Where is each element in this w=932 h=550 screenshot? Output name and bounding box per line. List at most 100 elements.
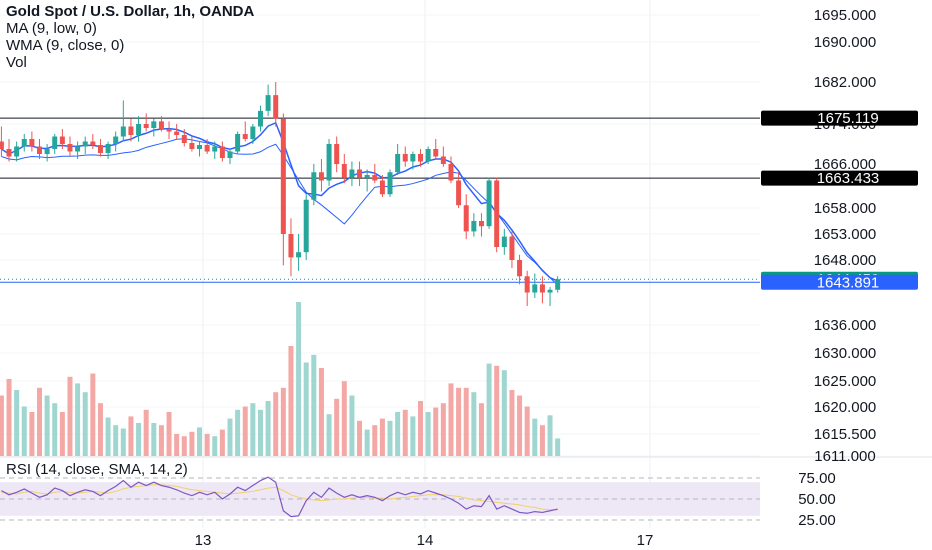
volume-bar bbox=[349, 395, 355, 456]
candle bbox=[318, 172, 324, 181]
candle bbox=[44, 149, 50, 154]
candle bbox=[0, 141, 4, 149]
rsi-legend: RSI (14, close, SMA, 14, 2) bbox=[6, 461, 188, 478]
volume-bar bbox=[97, 403, 103, 456]
candle bbox=[334, 144, 340, 164]
volume-bar bbox=[555, 438, 561, 456]
volume-bar bbox=[128, 416, 134, 456]
price-label-box bbox=[761, 110, 918, 126]
candle bbox=[341, 164, 347, 178]
ma-legend: MA (9, low, 0) bbox=[6, 20, 97, 37]
rsi-tick-label: 75.00 bbox=[798, 470, 836, 487]
candle bbox=[21, 139, 27, 147]
volume-bar bbox=[379, 418, 385, 456]
volume-bar bbox=[273, 392, 279, 456]
price-tick-label: 1690.000 bbox=[814, 34, 877, 51]
candle bbox=[82, 141, 88, 147]
volume-bar bbox=[524, 406, 530, 456]
volume-bar bbox=[197, 427, 203, 456]
candle bbox=[75, 146, 81, 152]
candle bbox=[379, 180, 385, 195]
price-label-text: 1663.433 bbox=[817, 170, 880, 187]
candle bbox=[387, 172, 393, 195]
price-label-box bbox=[761, 170, 918, 186]
volume-bar bbox=[372, 425, 378, 456]
time-tick-label: 13 bbox=[195, 532, 212, 549]
volume-bar bbox=[303, 362, 309, 456]
volume-bar bbox=[433, 407, 439, 456]
candle bbox=[280, 118, 286, 234]
volume-bar bbox=[341, 381, 347, 456]
volume-bar bbox=[189, 431, 195, 456]
candle bbox=[288, 234, 294, 258]
volume-bar bbox=[90, 373, 96, 456]
volume-bar bbox=[235, 409, 241, 456]
ma-line bbox=[1, 138, 559, 286]
volume-bar bbox=[357, 420, 363, 456]
volume-bar bbox=[82, 392, 88, 456]
volume-bar bbox=[456, 387, 462, 456]
candle bbox=[471, 221, 477, 232]
candle bbox=[372, 175, 378, 181]
volume-bar bbox=[212, 436, 218, 456]
candle bbox=[433, 149, 439, 157]
time-tick-label: 14 bbox=[417, 532, 434, 549]
candle bbox=[158, 121, 164, 129]
volume-bar bbox=[471, 392, 477, 456]
candle bbox=[524, 276, 530, 293]
volume-bar bbox=[136, 423, 142, 456]
volume-bar bbox=[326, 414, 332, 456]
candle bbox=[486, 180, 492, 227]
price-tick-label: 1658.000 bbox=[814, 200, 877, 217]
candle bbox=[166, 129, 172, 132]
price-tick-label: 1695.000 bbox=[814, 7, 877, 24]
volume-bar bbox=[410, 416, 416, 456]
wma-legend: WMA (9, close, 0) bbox=[6, 37, 125, 54]
volume-bar bbox=[440, 403, 446, 456]
candle bbox=[303, 199, 309, 253]
volume-bar bbox=[448, 383, 454, 456]
time-tick-label: 17 bbox=[637, 532, 654, 549]
candle bbox=[501, 236, 507, 247]
volume-bar bbox=[547, 415, 553, 456]
candle bbox=[128, 126, 134, 135]
volume-bar bbox=[105, 417, 111, 456]
volume-bar bbox=[517, 395, 523, 456]
volume-bar bbox=[242, 406, 248, 456]
candle bbox=[181, 135, 187, 143]
candle bbox=[440, 156, 446, 164]
candle bbox=[357, 169, 363, 178]
candle bbox=[242, 134, 248, 139]
candle bbox=[151, 121, 157, 128]
volume-bar bbox=[158, 425, 164, 456]
volume-bar bbox=[143, 409, 149, 456]
candle bbox=[494, 180, 500, 247]
volume-bar bbox=[227, 418, 233, 456]
volume-bar bbox=[539, 425, 545, 456]
candle bbox=[273, 95, 279, 119]
candle bbox=[448, 164, 454, 181]
volume-bar bbox=[174, 434, 180, 456]
volume-bar bbox=[120, 428, 126, 456]
volume-bar bbox=[204, 434, 210, 456]
volume-bar bbox=[501, 370, 507, 456]
price-tick-label: 1615.500 bbox=[814, 426, 877, 443]
candle bbox=[296, 252, 302, 258]
volume-bar bbox=[257, 409, 263, 456]
candle bbox=[143, 124, 149, 128]
volume-bar bbox=[425, 412, 431, 456]
wma-line bbox=[0, 121, 558, 282]
candle bbox=[227, 151, 233, 158]
chart-title: Gold Spot / U.S. Dollar, 1h, OANDA bbox=[6, 3, 255, 20]
volume-bar bbox=[14, 390, 20, 456]
volume-bar bbox=[37, 387, 42, 456]
candle bbox=[219, 146, 225, 158]
volume-bar bbox=[29, 412, 35, 456]
volume-bar bbox=[52, 403, 58, 456]
price-tick-label: 1636.000 bbox=[814, 317, 877, 334]
candle bbox=[364, 175, 370, 178]
price-label-box bbox=[761, 274, 918, 290]
volume-bar bbox=[509, 390, 515, 456]
candle bbox=[532, 284, 538, 293]
